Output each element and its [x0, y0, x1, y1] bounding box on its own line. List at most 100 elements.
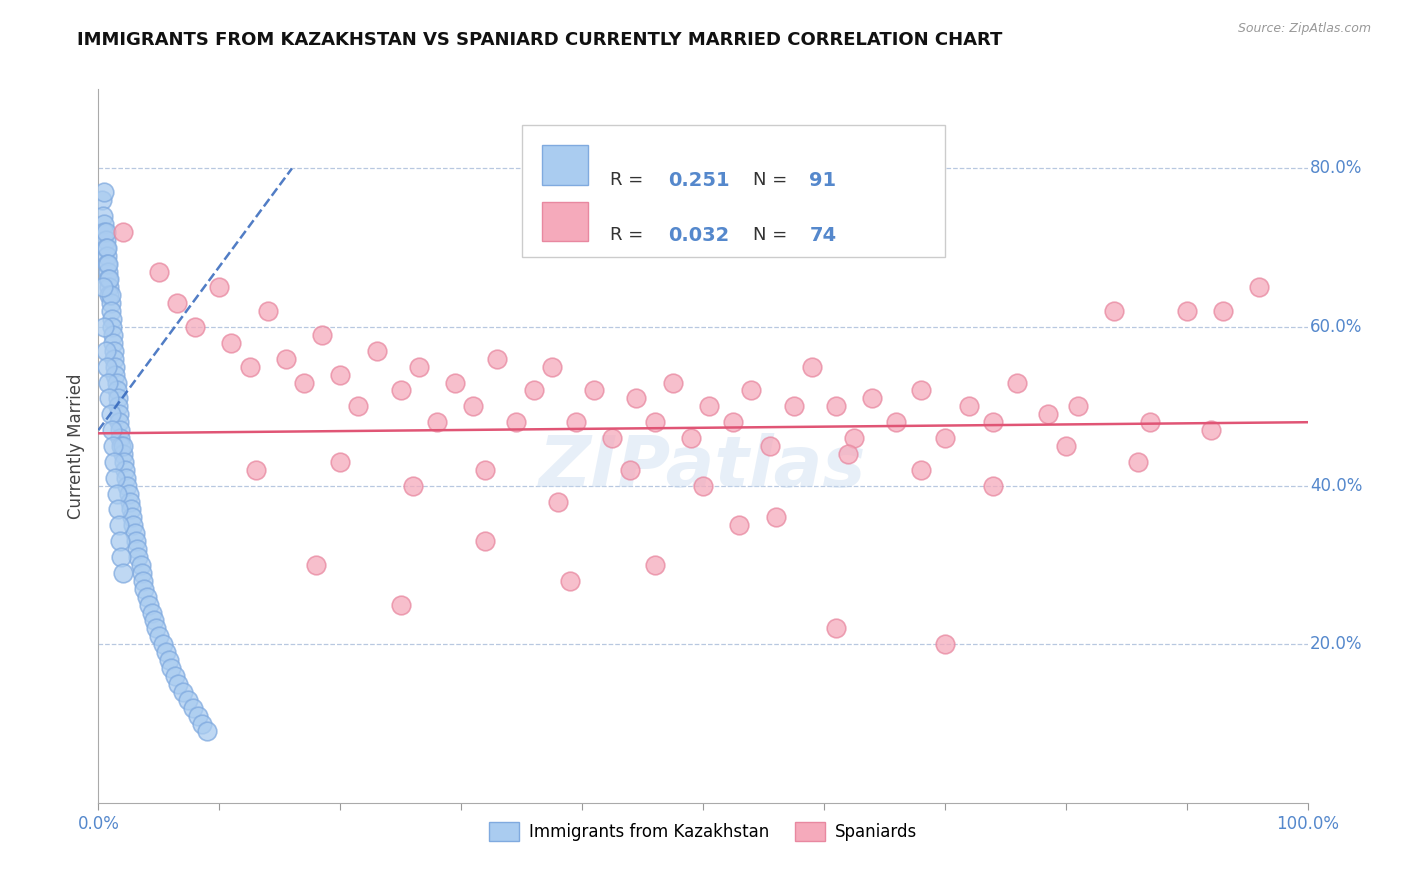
Point: [100, 407, 122, 421]
Point: [583, 384, 606, 398]
Point: [127, 549, 149, 564]
Point: [825, 621, 848, 635]
Point: [1199, 423, 1222, 437]
Point: [96, 249, 118, 263]
Text: 80.0%: 80.0%: [1310, 160, 1362, 178]
Point: [104, 471, 127, 485]
Point: [1128, 455, 1150, 469]
Point: [981, 415, 1004, 429]
Point: [1139, 415, 1161, 429]
Point: [191, 716, 214, 731]
Point: [765, 510, 787, 524]
Point: [108, 415, 131, 429]
Point: [105, 376, 128, 390]
Point: [221, 335, 243, 350]
Point: [112, 455, 135, 469]
Point: [1067, 400, 1090, 414]
Point: [120, 502, 142, 516]
Point: [111, 447, 134, 461]
Point: [1007, 376, 1029, 390]
Point: [96, 241, 118, 255]
Point: [1054, 439, 1077, 453]
Point: [97, 272, 120, 286]
Point: [844, 431, 866, 445]
Point: [274, 351, 297, 366]
Point: [558, 574, 581, 588]
Point: [366, 343, 388, 358]
Point: [305, 558, 328, 572]
Point: [108, 407, 131, 421]
Point: [389, 598, 412, 612]
Point: [134, 582, 156, 596]
Point: [347, 400, 370, 414]
Text: 60.0%: 60.0%: [1310, 318, 1362, 336]
Point: [723, 415, 745, 429]
Point: [697, 400, 720, 414]
Point: [152, 637, 174, 651]
Text: N =: N =: [752, 171, 793, 189]
Point: [103, 343, 125, 358]
Point: [110, 439, 132, 453]
Point: [166, 296, 188, 310]
Point: [329, 455, 352, 469]
Point: [111, 439, 134, 453]
Point: [910, 384, 932, 398]
Point: [402, 478, 425, 492]
Point: [97, 376, 120, 390]
Point: [886, 415, 908, 429]
Point: [131, 566, 153, 580]
Point: [505, 415, 527, 429]
Point: [463, 400, 485, 414]
Point: [100, 288, 122, 302]
Point: [108, 518, 131, 533]
Point: [138, 598, 160, 612]
Point: [94, 233, 117, 247]
Point: [661, 376, 683, 390]
Point: [311, 328, 333, 343]
Point: [132, 574, 155, 588]
Point: [105, 384, 128, 398]
Point: [565, 415, 588, 429]
Point: [426, 415, 449, 429]
Point: [800, 359, 823, 374]
Point: [1102, 304, 1125, 318]
Text: 0.251: 0.251: [668, 170, 730, 190]
Point: [148, 629, 170, 643]
Y-axis label: Currently Married: Currently Married: [67, 373, 86, 519]
Point: [157, 653, 180, 667]
Point: [101, 335, 124, 350]
Legend: Immigrants from Kazakhstan, Spaniards: Immigrants from Kazakhstan, Spaniards: [482, 815, 924, 848]
Point: [98, 392, 121, 406]
Point: [105, 486, 128, 500]
Point: [981, 478, 1004, 492]
Point: [329, 368, 352, 382]
Point: [129, 558, 152, 572]
Point: [910, 463, 932, 477]
Text: R =: R =: [610, 227, 650, 244]
Point: [111, 225, 134, 239]
Text: N =: N =: [752, 227, 793, 244]
Point: [187, 708, 209, 723]
Point: [160, 661, 183, 675]
Point: [117, 478, 139, 492]
Point: [1212, 304, 1234, 318]
Point: [626, 392, 648, 406]
Point: [91, 193, 114, 207]
Point: [103, 351, 125, 366]
Text: 40.0%: 40.0%: [1310, 476, 1362, 495]
Point: [93, 217, 115, 231]
Point: [108, 431, 131, 445]
Point: [127, 542, 149, 557]
Point: [118, 486, 141, 500]
Point: [837, 447, 859, 461]
Point: [644, 558, 666, 572]
Point: [239, 359, 262, 374]
Point: [167, 677, 190, 691]
Point: [141, 606, 163, 620]
Text: IMMIGRANTS FROM KAZAKHSTAN VS SPANIARD CURRENTLY MARRIED CORRELATION CHART: IMMIGRANTS FROM KAZAKHSTAN VS SPANIARD C…: [77, 31, 1002, 49]
Point: [444, 376, 467, 390]
Point: [143, 614, 166, 628]
Point: [1175, 304, 1198, 318]
Point: [1036, 407, 1059, 421]
Point: [98, 272, 121, 286]
